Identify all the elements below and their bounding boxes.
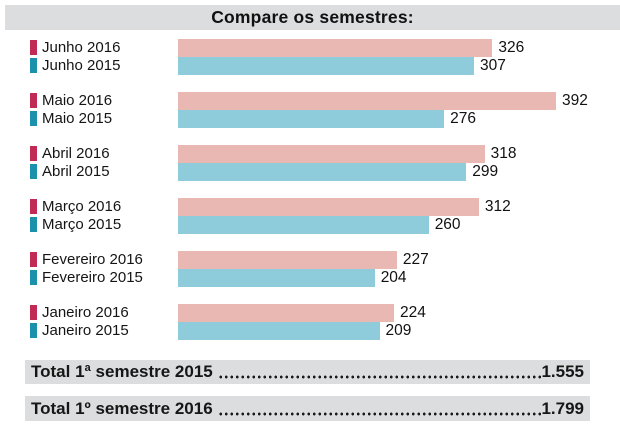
- bar-row: Maio 2015 276: [0, 110, 620, 128]
- bar-value: 276: [450, 110, 476, 127]
- bar-row: Janeiro 2015 209: [0, 322, 620, 340]
- bar-2015: [178, 269, 375, 287]
- bar-value: 312: [484, 198, 511, 215]
- bar-value: 260: [434, 216, 461, 233]
- bar-2016: [178, 251, 397, 269]
- bar-label: Janeiro 2015: [42, 322, 129, 339]
- legend-marker-2015-icon: [30, 323, 37, 338]
- bar-row: Fevereiro 2016 227: [0, 251, 620, 269]
- chart-title-bar: Compare os semestres:: [5, 5, 620, 30]
- bar-value: 224: [400, 304, 426, 321]
- legend-marker-2016-icon: [30, 252, 37, 267]
- bar-label: Maio 2016: [42, 92, 113, 109]
- legend-marker-2015-icon: [30, 217, 37, 232]
- bar-row: Março 2016 312: [0, 198, 620, 216]
- total-value: 1.799: [541, 398, 584, 418]
- month-group-marco: Março 2016 312 Março 2015 260: [0, 198, 620, 234]
- bar-label: Junho 2016: [42, 39, 121, 56]
- bar-2016: [178, 39, 493, 57]
- legend-marker-2015-icon: [30, 164, 37, 179]
- bar-2015: [178, 163, 467, 181]
- dot-leader: [217, 412, 542, 416]
- month-group-janeiro: Janeiro 2016 224 Janeiro 2015 209: [0, 304, 620, 340]
- bar-value: 326: [498, 39, 525, 56]
- bar-label: Março 2016: [42, 198, 122, 215]
- total-label: Total 1º semestre 2016: [31, 398, 213, 418]
- bar-label: Maio 2015: [42, 110, 113, 127]
- bar-row: Abril 2016 318: [0, 145, 620, 163]
- bar-value: 299: [472, 163, 499, 180]
- bar-row: Abril 2015 299: [0, 163, 620, 181]
- total-row-2016: Total 1º semestre 2016 1.799: [25, 396, 590, 421]
- bar-2016: [178, 145, 485, 163]
- bar-label: Abril 2016: [42, 145, 110, 162]
- chart-title: Compare os semestres:: [211, 7, 414, 27]
- total-label: Total 1ª semestre 2015: [31, 362, 213, 381]
- bar-row: Janeiro 2016 224: [0, 304, 620, 322]
- bar-2016: [178, 92, 556, 110]
- bar-row: Junho 2016 326: [0, 39, 620, 57]
- total-row-2015: Total 1ª semestre 2015 1.555: [25, 360, 590, 384]
- bar-value: 209: [385, 322, 412, 339]
- bar-row: Março 2015 260: [0, 216, 620, 234]
- bar-value: 307: [480, 57, 506, 74]
- bar-label: Março 2015: [42, 216, 122, 233]
- bar-label: Fevereiro 2016: [42, 251, 143, 268]
- legend-marker-2016-icon: [30, 40, 37, 55]
- grouped-bar-chart: Junho 2016 326 Junho 2015 307 Maio 2016 …: [0, 39, 620, 357]
- total-value: 1.555: [541, 362, 584, 381]
- month-group-fevereiro: Fevereiro 2016 227 Fevereiro 2015 204: [0, 251, 620, 287]
- bar-label: Abril 2015: [42, 163, 110, 180]
- bar-2015: [178, 57, 474, 75]
- bar-label: Janeiro 2016: [42, 304, 129, 321]
- bar-label: Junho 2015: [42, 57, 121, 74]
- bar-value: 204: [380, 269, 407, 286]
- dot-leader: [217, 375, 542, 379]
- bar-label: Fevereiro 2015: [42, 269, 143, 286]
- legend-marker-2015-icon: [30, 58, 37, 73]
- bar-value: 227: [402, 251, 429, 268]
- month-group-junho: Junho 2016 326 Junho 2015 307: [0, 39, 620, 75]
- bar-row: Junho 2015 307: [0, 57, 620, 75]
- bar-value: 318: [490, 145, 517, 162]
- bar-value: 392: [562, 92, 588, 109]
- bar-row: Maio 2016 392: [0, 92, 620, 110]
- month-group-abril: Abril 2016 318 Abril 2015 299: [0, 145, 620, 181]
- bar-2015: [178, 216, 429, 234]
- legend-marker-2016-icon: [30, 93, 37, 108]
- bar-row: Fevereiro 2015 204: [0, 269, 620, 287]
- bar-2015: [178, 322, 380, 340]
- legend-marker-2016-icon: [30, 199, 37, 214]
- month-group-maio: Maio 2016 392 Maio 2015 276: [0, 92, 620, 128]
- legend-marker-2015-icon: [30, 270, 37, 285]
- bar-2016: [178, 198, 479, 216]
- legend-marker-2016-icon: [30, 305, 37, 320]
- legend-marker-2015-icon: [30, 111, 37, 126]
- legend-marker-2016-icon: [30, 146, 37, 161]
- bar-2016: [178, 304, 394, 322]
- bar-2015: [178, 110, 445, 128]
